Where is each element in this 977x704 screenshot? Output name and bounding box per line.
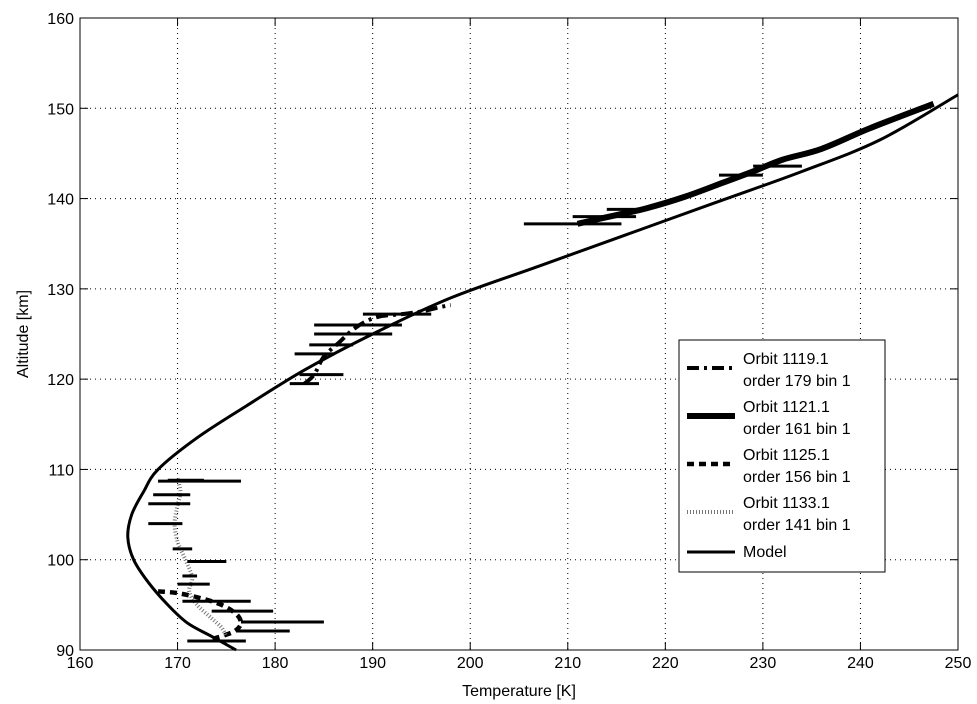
x-tick-label: 190	[359, 655, 386, 672]
y-tick-label: 140	[47, 192, 74, 209]
y-tick-label: 130	[47, 282, 74, 299]
x-tick-label: 250	[945, 655, 972, 672]
y-tick-labels: 90 100 110 120 130 140 150 160	[47, 11, 74, 660]
x-tick-labels: 160 170 180 190 200 210 220 230 240 250	[67, 655, 972, 672]
legend-label-line1: Orbit 1121.1	[743, 399, 830, 416]
legend-label-line2: order 179 bin 1	[743, 373, 851, 390]
x-tick-label: 160	[67, 655, 94, 672]
y-tick-label: 160	[47, 11, 74, 28]
legend-label-line2: order 156 bin 1	[743, 469, 851, 486]
legend-label-line1: Model	[743, 544, 787, 561]
grid-lines	[80, 18, 958, 650]
errorbar-layer	[148, 164, 802, 643]
series-line-0	[303, 303, 452, 386]
legend: Orbit 1119.1 order 179 bin 1 Orbit 1121.1 o…	[678, 339, 886, 573]
legend-label-line2: order 161 bin 1	[743, 421, 851, 438]
plot-area-frame	[79, 17, 959, 651]
model-curve-layer	[126, 93, 959, 652]
x-tick-label: 210	[554, 655, 581, 672]
legend-box	[678, 339, 886, 573]
y-tick-label: 90	[56, 643, 74, 660]
y-tick-label: 110	[48, 462, 74, 479]
axis-ticks	[79, 17, 959, 651]
legend-label-line1: Orbit 1119.1	[743, 351, 829, 368]
x-tick-label: 240	[847, 655, 874, 672]
x-tick-label: 220	[652, 655, 679, 672]
x-tick-label: 200	[457, 655, 484, 672]
x-tick-label: 170	[164, 655, 191, 672]
series-line-4	[126, 93, 959, 652]
x-tick-label: 180	[262, 655, 289, 672]
legend-label-line1: Orbit 1133.1	[743, 495, 830, 512]
series-line-2	[157, 589, 244, 642]
y-axis-label: Altitude [km]	[15, 290, 32, 378]
legend-label-line1: Orbit 1125.1	[743, 447, 830, 464]
legend-label-line2: order 141 bin 1	[743, 517, 851, 534]
x-tick-label: 230	[750, 655, 777, 672]
y-tick-label: 100	[47, 553, 74, 570]
y-tick-label: 120	[47, 372, 74, 389]
y-tick-label: 150	[47, 101, 74, 118]
x-axis-label: Temperature [K]	[462, 683, 576, 700]
